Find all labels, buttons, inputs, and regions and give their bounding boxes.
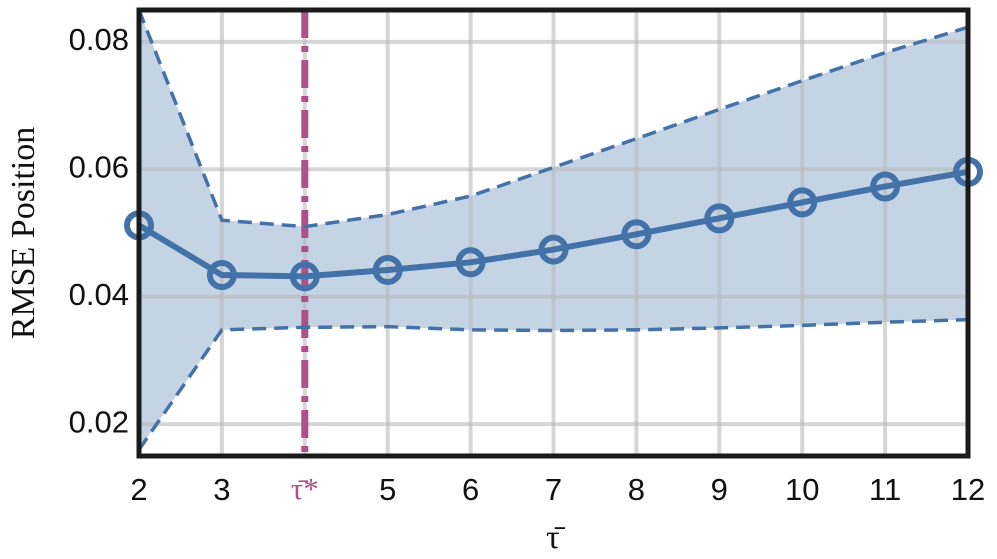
point: [621, 219, 652, 250]
bound-line: [137, 9, 969, 229]
x-tick-label: 10: [785, 472, 819, 507]
x-tick-label: 5: [379, 472, 396, 507]
x-tick-label: 7: [545, 472, 562, 507]
point: [870, 171, 901, 202]
x-tick-label: 11: [869, 472, 901, 507]
point: [787, 187, 818, 218]
y-axis-label: RMSE Position: [5, 127, 42, 340]
point: [289, 261, 320, 292]
x-tick-label: 9: [711, 472, 728, 507]
x-tick-label: τ̄*: [291, 471, 319, 506]
x-tick-label: 3: [213, 472, 230, 507]
point: [372, 254, 403, 285]
x-tick-label: 8: [628, 472, 645, 507]
plot-frame: [136, 7, 971, 459]
x-tick-label: 6: [462, 472, 479, 507]
x-tick-label: 2: [130, 472, 147, 507]
point: [206, 260, 237, 291]
y-tick-label: 0.06: [69, 149, 129, 184]
y-tick-label: 0.04: [69, 277, 129, 312]
y-tick-label: 0.08: [69, 22, 129, 57]
point: [455, 247, 486, 278]
x-tick-label: 12: [951, 472, 985, 507]
point: [704, 203, 735, 234]
point: [538, 234, 569, 265]
bound-line: [137, 317, 969, 451]
y-tick-label: 0.02: [69, 404, 129, 439]
x-axis-label: τ̄: [546, 519, 566, 556]
line: [137, 168, 969, 280]
